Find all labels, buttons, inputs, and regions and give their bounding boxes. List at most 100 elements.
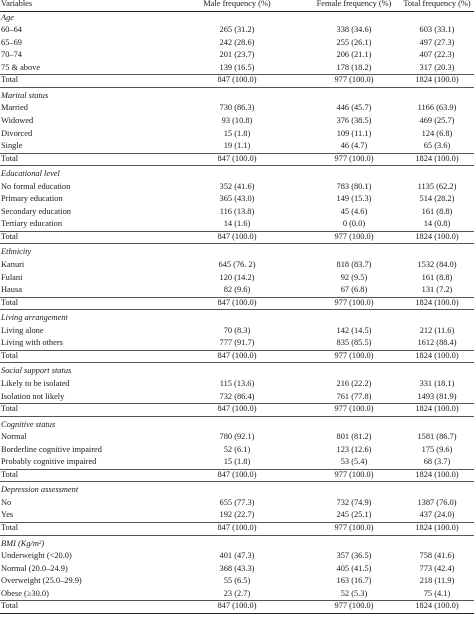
cell-col-3: 773 (42.4) bbox=[419, 563, 455, 573]
cell-col-3: 65 (3.6) bbox=[423, 141, 451, 151]
cell-col-2: 123 (12.6) bbox=[336, 444, 372, 454]
cell-col-1: 70 (8.3) bbox=[223, 325, 251, 335]
total-rule bbox=[0, 74, 474, 76]
cell-col-0: Total bbox=[1, 350, 19, 360]
cell-col-0: 70–74 bbox=[1, 50, 22, 60]
cell-col-1: 139 (16.5) bbox=[219, 62, 255, 72]
total-rule bbox=[0, 522, 474, 523]
cell-col-0: Total bbox=[1, 601, 19, 611]
table-row: Underweight (<20.0) 401 (47.3) 357 (36.5) 7… bbox=[0, 550, 474, 562]
table-row: Kanuri 645 (76. 2) 818 (83.7) 1532 (84.0) bbox=[0, 259, 474, 271]
cell-col-0: Secondary education bbox=[1, 206, 71, 216]
cell-col-2: 977 (100.0) bbox=[334, 297, 374, 307]
cell-col-0: Living with others bbox=[1, 338, 63, 348]
cell-col-3: 317 (20.3) bbox=[419, 62, 455, 72]
cell-col-2: 53 (5.4) bbox=[340, 457, 368, 467]
cell-col-3: 437 (24.0) bbox=[419, 510, 455, 520]
cell-col-1: 242 (28.6) bbox=[219, 37, 255, 47]
cell-col-2: 732 (74.9) bbox=[336, 497, 372, 507]
total-rule bbox=[0, 152, 474, 154]
table-row: Living with others 777 (91.7) 835 (85.5) 16… bbox=[0, 337, 474, 349]
cell-col-0: Underweight (<20.0) bbox=[1, 551, 72, 561]
cell-col-1: 19 (1.1) bbox=[223, 141, 251, 151]
cell-col-3: 212 (11.6) bbox=[419, 325, 455, 335]
cell-col-1: 116 (13.8) bbox=[219, 206, 255, 216]
cell-col-1: 120 (14.2) bbox=[219, 272, 255, 282]
total-row: Total 847 (100.0) 977 (100.0) 1824 (100.0) bbox=[0, 350, 474, 362]
cell-col-3: 1581 (86.7) bbox=[417, 432, 457, 442]
cell-col-2: 178 (18.2) bbox=[336, 62, 372, 72]
cell-col-2: 977 (100.0) bbox=[334, 523, 374, 532]
section-rule bbox=[0, 415, 474, 417]
cell-col-0: Obese (≥30.0) bbox=[1, 588, 49, 598]
cell-col-3: 75 (4.1) bbox=[423, 588, 451, 598]
cell-col-0: Total bbox=[1, 297, 19, 307]
cell-col-0: Living alone bbox=[1, 325, 44, 335]
cell-col-0: Ethnicity bbox=[1, 247, 32, 257]
cell-col-0: BMI (Kg/m²) bbox=[1, 538, 45, 548]
cell-col-2: 801 (81.2) bbox=[336, 432, 372, 442]
section-title: BMI (Kg/m²) bbox=[0, 538, 474, 550]
total-rule bbox=[0, 230, 474, 232]
cell-col-0: Widowed bbox=[1, 115, 34, 125]
cell-col-1: Male frequency (%) bbox=[203, 0, 271, 8]
cell-col-3: 131 (7.2) bbox=[421, 285, 453, 295]
table-row: Probably cognitive impaired 15 (1.8) 53 (5… bbox=[0, 456, 474, 468]
cell-col-2: 405 (41.5) bbox=[336, 563, 372, 573]
cell-col-0: Divorced bbox=[1, 128, 33, 138]
cell-col-0: Normal (20.0–24.9) bbox=[1, 563, 68, 573]
cell-col-0: Total bbox=[1, 75, 19, 85]
cell-col-0: No formal education bbox=[1, 181, 71, 191]
cell-col-1: 82 (9.6) bbox=[223, 285, 251, 295]
cell-col-0: Hausa bbox=[1, 285, 22, 295]
cell-col-2: 446 (45.7) bbox=[336, 103, 372, 113]
cell-col-1: 847 (100.0) bbox=[217, 404, 257, 414]
table-row: 75 & above 139 (16.5) 178 (18.2) 317 (20.3) bbox=[0, 62, 474, 74]
cell-col-1: 365 (43.0) bbox=[219, 194, 255, 204]
cell-col-0: Borderline cognitive impaired bbox=[1, 444, 102, 454]
cell-col-1: 847 (100.0) bbox=[217, 350, 257, 360]
cell-col-1: 645 (76. 2) bbox=[218, 260, 256, 269]
cell-col-2: 255 (26.1) bbox=[336, 37, 372, 47]
total-row: Total 847 (100.0) 977 (100.0) 1824 (100.0) bbox=[0, 231, 474, 243]
cell-col-0: Single bbox=[1, 141, 23, 151]
cell-col-3: 1824 (100.0) bbox=[415, 153, 459, 163]
cell-col-1: 115 (13.6) bbox=[219, 378, 255, 388]
cell-col-3: 1612 (88.4) bbox=[417, 338, 457, 348]
section-title: Social support status bbox=[0, 365, 474, 377]
cell-col-0: Total bbox=[1, 404, 19, 414]
total-rule bbox=[0, 349, 474, 351]
cell-col-3: Total frequency (%) bbox=[403, 0, 471, 8]
cell-col-1: 192 (22.7) bbox=[219, 510, 255, 520]
table-row: Likely to be isolated 115 (13.6) 216 (22.2… bbox=[0, 378, 474, 390]
cell-col-2: 977 (100.0) bbox=[334, 404, 374, 414]
cell-col-2: 142 (14.5) bbox=[336, 325, 372, 335]
table-row: Divorced 15 (1.8) 109 (11.1) 124 (6.8) bbox=[0, 128, 474, 140]
cell-col-1: 847 (100.0) bbox=[217, 523, 257, 532]
cell-col-0: Kanuri bbox=[1, 260, 25, 269]
cell-col-1: 847 (100.0) bbox=[217, 231, 257, 241]
section-title: Living arrangement bbox=[0, 312, 474, 324]
section-rule bbox=[0, 309, 474, 311]
cell-col-2: 216 (22.2) bbox=[336, 378, 372, 388]
table-row: Primary education 365 (43.0) 149 (15.3) 514… bbox=[0, 193, 474, 205]
table-row: 60–64 265 (31.2) 338 (34.6) 603 (33.1) bbox=[0, 24, 474, 36]
cell-col-2: 977 (100.0) bbox=[334, 469, 374, 479]
cell-col-3: 1493 (81.9) bbox=[417, 391, 457, 401]
cell-col-0: Likely to be isolated bbox=[1, 378, 70, 388]
table-row: Widowed 93 (10.8) 376 (38.5) 469 (25.7) bbox=[0, 115, 474, 127]
cell-col-0: Total bbox=[1, 523, 19, 532]
cell-col-0: Normal bbox=[1, 432, 27, 442]
section-title: Educational level bbox=[0, 168, 474, 180]
cell-col-3: 497 (27.3) bbox=[419, 37, 455, 47]
total-row: Total 847 (100.0) 977 (100.0) 1824 (100.0) bbox=[0, 153, 474, 165]
table-row: Tertiary education 14 (1.6) 0 (0.0) 14 (0.8… bbox=[0, 218, 474, 230]
table-row: No 655 (77.3) 732 (74.9) 1387 (76.0) bbox=[0, 497, 474, 509]
cell-col-2: 357 (36.5) bbox=[336, 551, 372, 561]
cell-col-0: Isolation not likely bbox=[1, 391, 65, 401]
cell-col-3: 161 (8.8) bbox=[421, 272, 453, 282]
section-title: Ethnicity bbox=[0, 246, 474, 258]
cell-col-2: 835 (85.5) bbox=[336, 338, 372, 348]
cell-col-3: 758 (41.6) bbox=[419, 551, 455, 561]
cell-col-2: 761 (77.8) bbox=[336, 391, 372, 401]
